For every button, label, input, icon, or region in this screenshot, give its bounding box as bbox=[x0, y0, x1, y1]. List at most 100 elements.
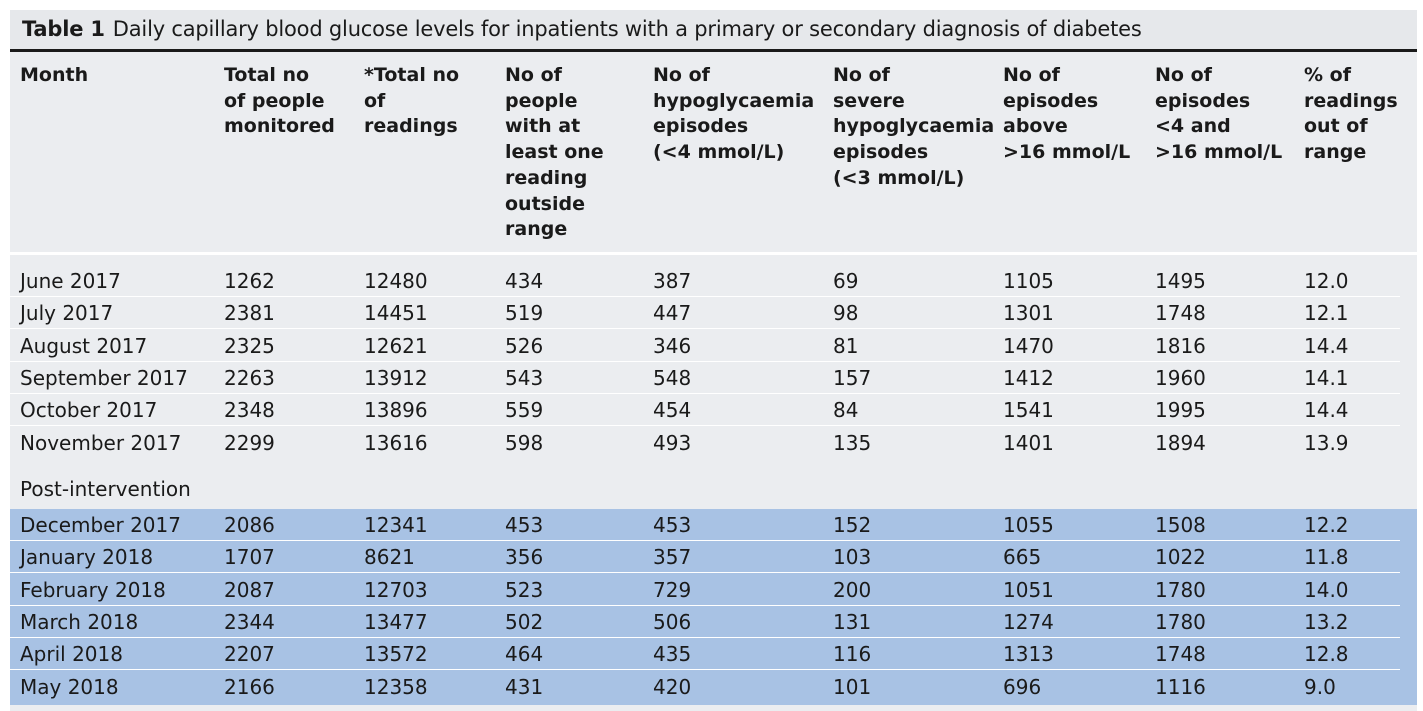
table-row: February 2018 2087 12703 523 729 200 1051 1780 1… bbox=[10, 573, 1417, 606]
table-cell: 13.9 bbox=[1304, 430, 1349, 455]
table-cell: 435 bbox=[653, 642, 692, 667]
table-cell: 493 bbox=[653, 430, 692, 455]
table-cell: 69 bbox=[833, 269, 859, 293]
table-row: August 2017 2325 12621 526 346 81 1470 1816 14.4 bbox=[10, 330, 1417, 362]
table-cell: 729 bbox=[653, 577, 692, 602]
row-divider bbox=[10, 425, 1400, 427]
table-cell: 1960 bbox=[1155, 365, 1206, 390]
table-cell: 81 bbox=[833, 333, 859, 358]
column-header: % of readings out of range bbox=[1304, 64, 1398, 164]
table-cell: 2166 bbox=[224, 674, 275, 699]
table-cell: 2086 bbox=[224, 513, 275, 537]
table-cell: 2263 bbox=[224, 365, 275, 390]
table-cell: 12621 bbox=[364, 333, 428, 358]
section-label-row: Post-intervention bbox=[10, 470, 1417, 510]
column-header: Total no of people monitored bbox=[224, 64, 335, 138]
caption-text: Table 1 Daily capillary blood glucose lev… bbox=[22, 17, 1142, 41]
row-month-cell: June 2017 bbox=[20, 269, 121, 293]
table-cell: 14451 bbox=[364, 301, 428, 326]
table-cell: 598 bbox=[505, 430, 544, 455]
table-row: January 2018 1707 8621 356 357 103 665 1022 11.8 bbox=[10, 541, 1417, 574]
table-cell: 454 bbox=[653, 398, 692, 423]
row-month-cell: August 2017 bbox=[20, 333, 148, 358]
table-row: July 2017 2381 14451 519 447 98 1301 1748 12.1 bbox=[10, 297, 1417, 330]
table-cell: 12.2 bbox=[1304, 513, 1349, 537]
row-month-cell: November 2017 bbox=[20, 430, 182, 455]
row-divider bbox=[10, 360, 1400, 362]
header-divider bbox=[10, 252, 1417, 255]
row-divider bbox=[10, 296, 1400, 297]
table-cell: 2381 bbox=[224, 301, 275, 326]
table-number: Table 1 bbox=[22, 17, 105, 41]
table-cell: 11.8 bbox=[1304, 545, 1349, 570]
row-month-cell: April 2018 bbox=[20, 642, 123, 667]
table-cell: 387 bbox=[653, 269, 692, 293]
table-caption: Table 1 Daily capillary blood glucose lev… bbox=[10, 10, 1417, 52]
table-row: April 2018 2207 13572 464 435 116 1313 1748 12.8 bbox=[10, 638, 1417, 671]
table-cell: 1541 bbox=[1003, 398, 1054, 423]
table-cell: 12358 bbox=[364, 674, 428, 699]
table-cell: 14.4 bbox=[1304, 333, 1349, 358]
table-cell: 1748 bbox=[1155, 642, 1206, 667]
table-cell: 696 bbox=[1003, 674, 1042, 699]
table-cell: 14.0 bbox=[1304, 577, 1349, 602]
table-cell: 356 bbox=[505, 545, 544, 570]
table-cell: 548 bbox=[653, 365, 692, 390]
table-cell: 434 bbox=[505, 269, 544, 293]
row-divider bbox=[10, 572, 1400, 574]
table-cell: 559 bbox=[505, 398, 544, 423]
table-cell: 131 bbox=[833, 609, 872, 634]
table-cell: 1816 bbox=[1155, 333, 1206, 358]
table-cell: 506 bbox=[653, 609, 692, 634]
column-header: No of severe hypoglycaemia episodes (<3 mmol… bbox=[833, 64, 995, 189]
table-cell: 1780 bbox=[1155, 577, 1206, 602]
table-cell: 346 bbox=[653, 333, 692, 358]
table-cell: 1022 bbox=[1155, 545, 1206, 570]
row-month-cell: December 2017 bbox=[20, 513, 181, 537]
row-month-cell: May 2018 bbox=[20, 674, 119, 699]
table-cell: 13616 bbox=[364, 430, 428, 455]
table-cell: 1707 bbox=[224, 545, 275, 570]
table-cell: 13912 bbox=[364, 365, 428, 390]
table-cell: 431 bbox=[505, 674, 544, 699]
table-cell: 14.1 bbox=[1304, 365, 1349, 390]
table-cell: 12480 bbox=[364, 269, 428, 293]
table-cell: 12.8 bbox=[1304, 642, 1349, 667]
table-cell: 1116 bbox=[1155, 674, 1206, 699]
row-divider bbox=[10, 540, 1400, 541]
row-divider bbox=[10, 392, 1400, 394]
table-cell: 453 bbox=[653, 513, 692, 537]
table-row: March 2018 2344 13477 502 506 131 1274 1780 13.2 bbox=[10, 605, 1417, 638]
table-cell: 9.0 bbox=[1304, 674, 1336, 699]
table-cell: 13572 bbox=[364, 642, 428, 667]
table-cell: 84 bbox=[833, 398, 859, 423]
table-cell: 447 bbox=[653, 301, 692, 326]
table-cell: 2348 bbox=[224, 398, 275, 423]
table-cell: 13.2 bbox=[1304, 609, 1349, 634]
row-divider bbox=[10, 669, 1400, 671]
table-cell: 502 bbox=[505, 609, 544, 634]
table-cell: 1412 bbox=[1003, 365, 1054, 390]
table-cell: 157 bbox=[833, 365, 872, 390]
table-cell: 1301 bbox=[1003, 301, 1054, 326]
section-label: Post-intervention bbox=[20, 477, 191, 501]
column-header: *Total no of readings bbox=[364, 64, 460, 138]
table-cell: 1051 bbox=[1003, 577, 1054, 602]
row-month-cell: January 2018 bbox=[20, 545, 154, 570]
table-cell: 2344 bbox=[224, 609, 275, 634]
table-cell: 12341 bbox=[364, 513, 428, 537]
table-cell: 8621 bbox=[364, 545, 415, 570]
table-cell: 1780 bbox=[1155, 609, 1206, 634]
column-header: No of episodes <4 and >16 mmol/L bbox=[1155, 64, 1283, 164]
table-cell: 12.0 bbox=[1304, 269, 1349, 293]
table-cell: 1055 bbox=[1003, 513, 1054, 537]
table-title: Daily capillary blood glucose levels for… bbox=[112, 17, 1142, 41]
table-cell: 13896 bbox=[364, 398, 428, 423]
table-cell: 1495 bbox=[1155, 269, 1206, 293]
table-cell: 526 bbox=[505, 333, 544, 358]
table-row: September 2017 2263 13912 543 548 157 1412 1960… bbox=[10, 362, 1417, 394]
table-header-row: Month Total no of people monitored *Total no… bbox=[10, 52, 1417, 254]
table-row: December 2017 2086 12341 453 453 152 1055 1508 1… bbox=[10, 509, 1417, 541]
table-cell: 2325 bbox=[224, 333, 275, 358]
